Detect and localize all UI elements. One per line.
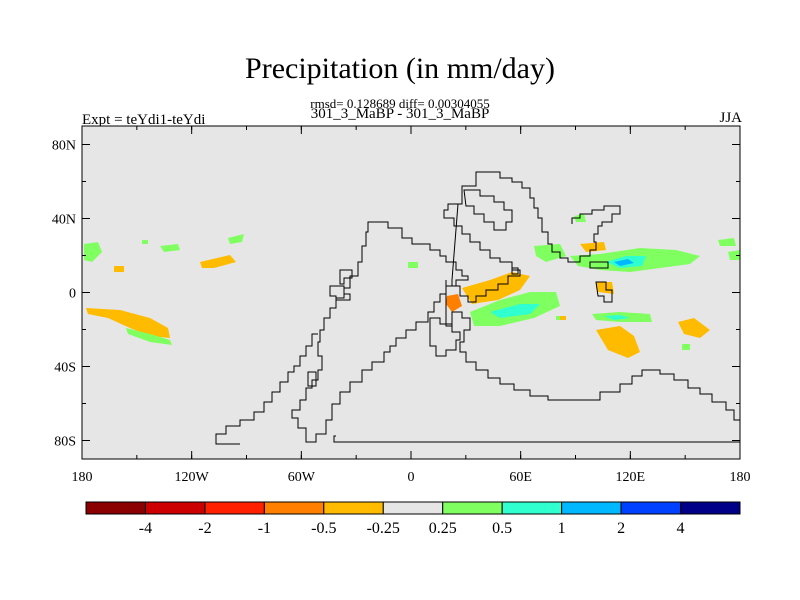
coastline-australia: [429, 317, 461, 357]
anomaly-patch: [560, 316, 566, 320]
colorbar-swatch: [144, 501, 206, 515]
lon-tick-label: 180: [72, 470, 93, 485]
lat-tick-label: 40S: [54, 361, 76, 376]
lon-tick-label: 120E: [616, 470, 646, 485]
lat-axis: 80N 40N 0 40S 80S: [52, 139, 740, 450]
coastline-south-land: [215, 333, 318, 442]
anomaly-patch: [596, 282, 614, 294]
experiment-label: Expt = teYdi1-teYdi: [82, 112, 206, 128]
colorbar-swatch: [561, 501, 622, 515]
coastline-east-continent: [463, 189, 513, 231]
coastline-east-continent: [333, 280, 741, 443]
colorbar-label: -0.25: [367, 520, 400, 537]
anomaly-patch: [228, 234, 244, 244]
colorbar-label: -1: [258, 520, 271, 537]
colorbar-swatch: [501, 501, 563, 515]
colorbar-swatch: [204, 501, 265, 515]
colorbar-label: 1: [558, 520, 566, 537]
colorbar-swatch: [620, 501, 682, 515]
anomaly-patch: [604, 315, 630, 320]
colorbar-swatch: [442, 501, 503, 515]
anomaly-patch: [490, 304, 540, 318]
colorbar-label: -4: [139, 520, 152, 537]
colorbar-label: -0.5: [311, 520, 336, 537]
lon-tick-label: 0: [408, 470, 415, 485]
colorbar-label: 0.5: [492, 520, 512, 537]
map-background: [82, 126, 740, 459]
coastline-island: [307, 371, 317, 387]
anomaly-patch: [160, 244, 180, 252]
anomaly-patch: [86, 308, 170, 338]
plot-title: Precipitation (in mm/day): [245, 52, 555, 85]
lon-tick-label: 60E: [509, 470, 532, 485]
coastlines: [215, 171, 741, 445]
colorbar-swatch: [263, 501, 325, 515]
anomaly-patch: [596, 326, 640, 358]
coastline-east-continent: [511, 267, 519, 275]
anomaly-patch: [408, 262, 418, 268]
anomaly-patch: [200, 255, 236, 268]
anomaly-patch: [142, 240, 148, 244]
colorbar-label: -2: [198, 520, 211, 537]
colorbar-swatch: [680, 501, 741, 515]
colorbar-swatch: [85, 501, 146, 515]
coastline-south-land: [215, 442, 240, 445]
anomaly-patch: [446, 294, 462, 312]
coastline-east-continent: [458, 171, 621, 263]
lon-axis: 180 120W 60W 0 60E 120E 180: [72, 126, 751, 485]
anomaly-patch: [678, 318, 710, 338]
coastline-island: [329, 285, 351, 301]
plot-subtitle: 301_3_MaBP - 301_3_MaBP: [310, 106, 490, 122]
season-label: JJA: [719, 110, 742, 126]
anomaly-patch: [682, 344, 690, 350]
colorbar-swatch: [323, 501, 384, 515]
lon-tick-label: 180: [730, 470, 751, 485]
anomaly-patch: [534, 244, 566, 262]
lon-tick-label: 120W: [175, 470, 210, 485]
stats-line: rmsd= 0.128689 diff= 0.00304055: [310, 96, 490, 111]
colorbar: -4 -2 -1 -0.5 -0.25 0.25 0.5 1 2 4: [85, 501, 741, 537]
coastline-island: [339, 269, 353, 285]
anomaly-patch: [580, 242, 606, 252]
coastline-east-continent: [443, 203, 521, 303]
coastline-east-continent: [589, 261, 609, 269]
anomaly-patch: [84, 242, 102, 262]
lat-tick-label: 80N: [52, 139, 76, 154]
colorbar-swatch: [382, 501, 444, 515]
anomaly-patch: [114, 266, 124, 272]
anomaly-patch: [728, 250, 740, 260]
anomaly-patch: [614, 259, 634, 266]
coastline-west-continent: [291, 221, 469, 443]
colorbar-label: 0.25: [429, 520, 457, 537]
colorbar-label: 2: [617, 520, 625, 537]
lat-tick-label: 40N: [52, 213, 76, 228]
lon-tick-label: 60W: [288, 470, 316, 485]
coastline-east-continent: [595, 281, 613, 303]
colorbar-label: 4: [677, 520, 685, 537]
anomaly-patch: [126, 328, 172, 345]
anomaly-patch: [718, 238, 736, 246]
lat-tick-label: 80S: [54, 435, 76, 450]
lat-tick-label: 0: [69, 287, 76, 302]
